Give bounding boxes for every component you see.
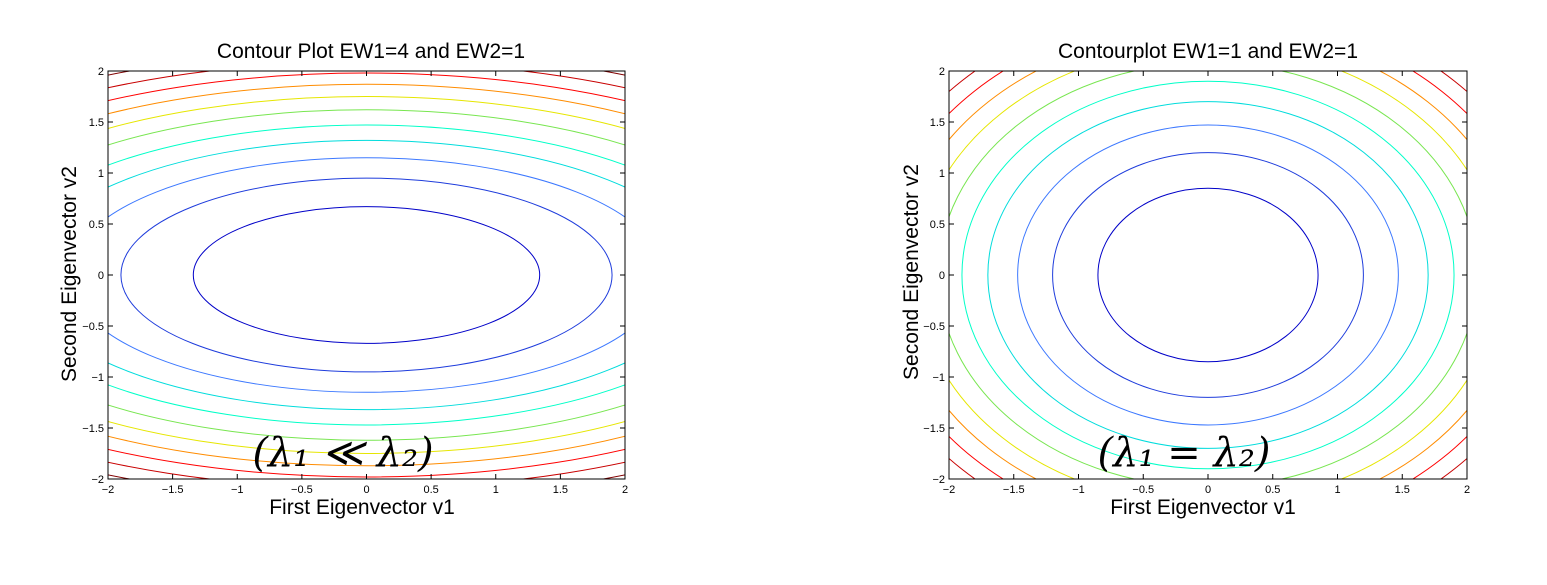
plot-frame	[948, 70, 1468, 480]
y-tick-label: −1.5	[923, 423, 945, 435]
x-tick-label: 1	[493, 484, 499, 496]
contour-line-6	[949, 71, 1467, 479]
contour-line-4	[987, 101, 1429, 449]
chart-title: Contour Plot EW1=4 and EW2=1	[217, 40, 525, 63]
x-tick-label: 1.5	[553, 484, 568, 496]
y-tick-label: −0.5	[923, 321, 945, 333]
x-tick-label: −0.5	[291, 484, 313, 496]
contour-line-5	[961, 80, 1455, 470]
x-tick-label: −1.5	[162, 484, 184, 496]
x-tick-label: 2	[1464, 484, 1470, 496]
x-tick-label: −2	[943, 484, 956, 496]
x-tick-label: −0.5	[1132, 484, 1154, 496]
y-tick-label: −1.5	[82, 423, 104, 435]
y-axis-label: Second Eigenvector v2	[58, 166, 81, 382]
eigenvalue-annotation: (λ₁ ≪ λ₂)	[252, 430, 433, 476]
contour-panel-right: Contourplot EW1=1 and EW2=1 −2 −1.5 −1 −0.5…	[900, 40, 1470, 519]
y-tick-label: 0	[98, 270, 104, 282]
y-tick-label: 0	[939, 270, 945, 282]
y-tick-label: −0.5	[82, 321, 104, 333]
y-tick-label: −2	[932, 474, 945, 486]
y-tick-label: −1	[91, 372, 104, 384]
contour-line-9	[108, 72, 625, 478]
contour-line-1	[1097, 187, 1319, 363]
contour-line-6	[108, 109, 625, 441]
eigenvalue-annotation: (λ₁ = λ₂)	[1098, 430, 1271, 476]
x-tick-label: 0.5	[1265, 484, 1280, 496]
contour-line-11	[108, 71, 625, 479]
chart-title: Contourplot EW1=1 and EW2=1	[1058, 40, 1358, 63]
x-tick-label: −1	[1072, 484, 1085, 496]
contour-line-2	[120, 177, 613, 373]
x-axis-label: First Eigenvector v1	[1110, 496, 1296, 519]
y-tick-label: 1	[939, 168, 945, 180]
contour-line-3	[108, 157, 625, 393]
x-tick-label: 2	[622, 484, 628, 496]
x-tick-label: −1	[231, 484, 244, 496]
y-tick-label: 1.5	[930, 117, 945, 129]
contour-line-4	[108, 139, 625, 411]
contour-line-2	[1052, 152, 1364, 398]
contour-lines	[108, 71, 625, 479]
x-tick-label: −2	[102, 484, 115, 496]
y-tick-label: 0.5	[89, 219, 104, 231]
y-tick-label: 1	[98, 168, 104, 180]
x-tick-label: 0	[363, 484, 369, 496]
contour-line-8	[108, 83, 625, 467]
y-tick-label: −1	[932, 372, 945, 384]
y-tick-label: 0.5	[930, 219, 945, 231]
axis-ticks: −2 −1.5 −1 −0.5 0 0.5 1 1.5 2 −2 −1.5 −1 −0.5 0 0.5 1 1.…	[923, 66, 1470, 496]
x-axis-label: First Eigenvector v1	[269, 496, 455, 519]
x-tick-label: 0	[1205, 484, 1211, 496]
x-tick-label: 1	[1334, 484, 1340, 496]
contour-lines	[949, 71, 1467, 479]
y-tick-label: 1.5	[89, 117, 104, 129]
contour-panel-left: Contour Plot EW1=4 and EW2=1 −2 −1.5 −1 −0.…	[58, 40, 628, 519]
plot-frame	[107, 70, 626, 480]
contour-line-1	[192, 206, 541, 344]
axis-ticks: −2 −1.5 −1 −0.5 0 0.5 1 1.5 2 −2 −1.5 −1 −0.5 0 0.5 1 1.…	[82, 66, 628, 496]
contour-line-10	[108, 71, 625, 479]
y-tick-label: 2	[939, 66, 945, 78]
y-tick-label: 2	[98, 66, 104, 78]
y-tick-label: −2	[91, 474, 104, 486]
y-axis-label: Second Eigenvector v2	[900, 164, 923, 380]
x-tick-label: 1.5	[1395, 484, 1410, 496]
contour-line-5	[108, 124, 625, 426]
x-tick-label: −1.5	[1003, 484, 1025, 496]
x-tick-label: 0.5	[423, 484, 438, 496]
contour-line-3	[1017, 124, 1399, 426]
contour-line-7	[108, 96, 625, 454]
